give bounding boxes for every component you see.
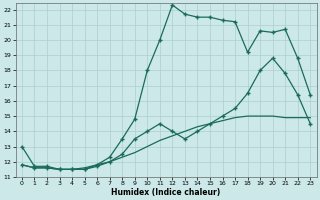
X-axis label: Humidex (Indice chaleur): Humidex (Indice chaleur) — [111, 188, 221, 197]
